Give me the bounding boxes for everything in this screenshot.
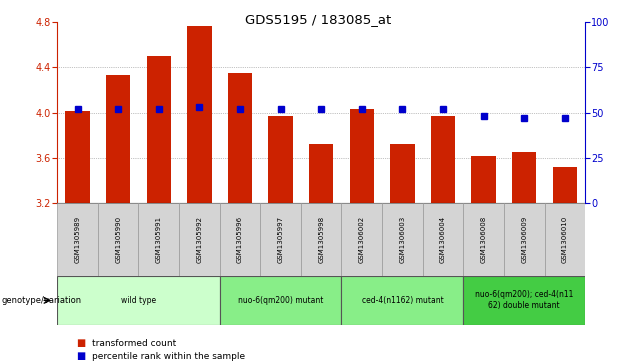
Bar xyxy=(139,203,179,276)
Bar xyxy=(57,276,219,325)
Bar xyxy=(350,109,374,203)
Bar xyxy=(187,26,212,203)
Bar xyxy=(179,203,219,276)
Bar xyxy=(309,144,333,203)
Text: nuo-6(qm200); ced-4(n11
62) double mutant: nuo-6(qm200); ced-4(n11 62) double mutan… xyxy=(475,290,574,310)
Bar xyxy=(342,203,382,276)
Bar xyxy=(219,203,260,276)
Text: GSM1306004: GSM1306004 xyxy=(440,216,446,263)
Text: GDS5195 / 183085_at: GDS5195 / 183085_at xyxy=(245,13,391,26)
Bar xyxy=(504,203,544,276)
Bar xyxy=(544,203,585,276)
Bar xyxy=(219,276,342,325)
Text: ■: ■ xyxy=(76,338,86,348)
Text: GSM1305989: GSM1305989 xyxy=(74,216,81,263)
Bar xyxy=(228,73,252,203)
Bar xyxy=(301,203,342,276)
Bar xyxy=(342,276,463,325)
Text: GSM1305997: GSM1305997 xyxy=(277,216,284,263)
Bar xyxy=(146,56,171,203)
Text: GSM1305991: GSM1305991 xyxy=(156,216,162,263)
Bar xyxy=(553,167,577,203)
Text: GSM1306002: GSM1306002 xyxy=(359,216,365,263)
Text: ■: ■ xyxy=(76,351,86,362)
Text: GSM1306008: GSM1306008 xyxy=(481,216,487,263)
Text: percentile rank within the sample: percentile rank within the sample xyxy=(92,352,245,361)
Text: GSM1306009: GSM1306009 xyxy=(522,216,527,263)
Bar xyxy=(98,203,139,276)
Text: GSM1305992: GSM1305992 xyxy=(197,216,202,263)
Bar xyxy=(431,116,455,203)
Text: wild type: wild type xyxy=(121,296,156,305)
Bar xyxy=(382,203,423,276)
Text: ced-4(n1162) mutant: ced-4(n1162) mutant xyxy=(361,296,443,305)
Text: GSM1305996: GSM1305996 xyxy=(237,216,243,263)
Bar xyxy=(66,111,90,203)
Bar xyxy=(106,75,130,203)
Text: genotype/variation: genotype/variation xyxy=(1,296,81,305)
Bar xyxy=(268,116,293,203)
Bar xyxy=(463,203,504,276)
Bar xyxy=(391,144,415,203)
Text: transformed count: transformed count xyxy=(92,339,176,347)
Bar xyxy=(57,203,98,276)
Text: GSM1305990: GSM1305990 xyxy=(115,216,121,263)
Bar xyxy=(471,156,496,203)
Text: GSM1306003: GSM1306003 xyxy=(399,216,405,263)
Bar xyxy=(512,152,536,203)
Bar xyxy=(423,203,463,276)
Bar xyxy=(463,276,585,325)
Text: GSM1305998: GSM1305998 xyxy=(318,216,324,263)
Bar xyxy=(260,203,301,276)
Text: nuo-6(qm200) mutant: nuo-6(qm200) mutant xyxy=(238,296,323,305)
Text: GSM1306010: GSM1306010 xyxy=(562,216,568,263)
